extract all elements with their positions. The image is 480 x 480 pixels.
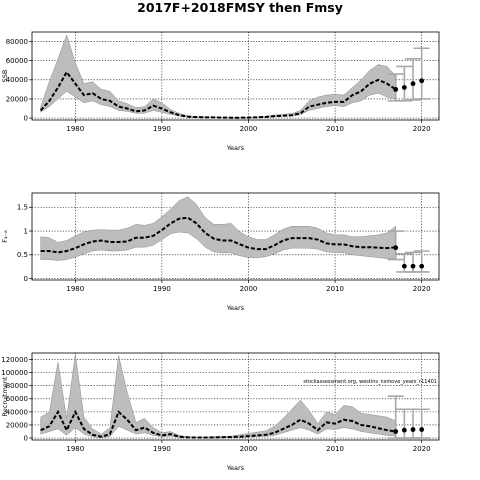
confidence-band [40,354,396,439]
figure-title: 2017F+2018FMSY then Fmsy [137,0,343,15]
confidence-band [40,34,396,119]
x-axis-title: Years [226,144,245,152]
x-tick-label: 2000 [240,285,258,293]
projection-point [393,429,399,434]
x-tick-label: 2000 [240,445,258,453]
x-tick-label: 2020 [413,285,431,293]
y-tick-label: 60000 [6,57,28,65]
median-line [40,216,396,254]
projection-point [401,427,407,433]
y-tick-label: 20000 [6,95,28,103]
plot-frame [31,192,440,281]
x-tick-label: 2020 [413,125,431,133]
projection-point [401,263,407,269]
projection-point [393,245,399,251]
x-tick-label: 1980 [66,125,84,133]
x-tick-label: 1980 [66,285,84,293]
plot-frame [31,31,440,121]
watermark-annotation: stockassessment.org, westins_nsmove_year… [303,379,437,385]
y-tick-label: 80000 [6,38,28,46]
projection-point [419,78,425,84]
y-tick-label: 40000 [6,408,28,416]
projection-point [410,427,416,432]
panel-fishing-mortality: 1980 1990 2000 2010 2020 0 0.5 1 1.5 Years F₄₋₈ [1,192,440,312]
y-axis-title: Recruitment [1,376,9,416]
y-tick-label: 120000 [1,356,28,364]
panel-ssb: 1980 1990 2000 2010 2020 0 20000 40000 60000 8000… [1,31,440,152]
x-tick-label: 1990 [153,445,171,453]
x-tick-label: 2000 [240,125,258,133]
y-axis-title: SSB [1,70,9,83]
x-tick-label: 2010 [326,125,344,133]
y-tick-label: 0 [24,114,28,122]
projection-point [393,86,399,92]
y-tick-label: 60000 [6,395,28,403]
projection-point [401,85,407,90]
x-tick-label: 1980 [66,445,84,453]
y-tick-label: 1.5 [17,204,28,212]
x-tick-label: 1990 [153,285,171,293]
plot-frame [31,352,440,441]
y-tick-label: 20000 [6,421,28,429]
projection-point [419,427,425,432]
y-tick-label: 0 [24,275,28,283]
y-tick-label: 100000 [1,369,28,377]
x-tick-label: 1990 [153,125,171,133]
x-axis-title: Years [226,304,245,312]
x-tick-label: 2020 [413,445,431,453]
confidence-band [40,196,396,261]
y-axis-title: F₄₋₈ [1,230,9,243]
projection-point [410,81,416,87]
x-tick-label: 2010 [326,445,344,453]
projection-point [410,263,416,269]
y-tick-label: 0 [24,434,28,442]
x-axis-title: Years [226,464,245,472]
median-line [39,70,397,119]
panel-recruitment: 1980 1990 2000 2010 2020 0 20000 40000 60000 8000… [1,352,440,472]
x-tick-label: 2010 [326,285,344,293]
median-line [40,409,396,439]
projection-point [419,263,425,269]
y-tick-label: 40000 [6,76,28,84]
y-tick-label: 80000 [6,382,28,390]
y-tick-label: 0.5 [17,251,28,259]
y-tick-label: 1 [24,227,28,235]
